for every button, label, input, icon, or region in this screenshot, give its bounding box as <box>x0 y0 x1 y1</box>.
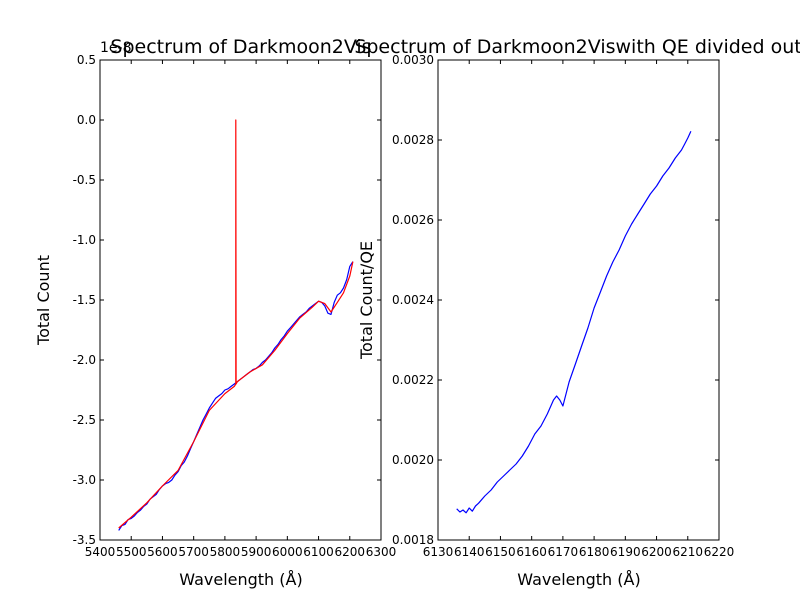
left-x-tick-label: 5500 <box>116 545 147 559</box>
right-x-tick-label: 6200 <box>641 545 672 559</box>
left-series <box>118 119 354 531</box>
left-plot-frame <box>99 59 382 541</box>
right-y-tick-label: 0.0030 <box>392 53 434 67</box>
left-x-tick-label: 5800 <box>210 545 241 559</box>
right-ticks: 6130 6140 6150 6160 6170 6180 6190 6200 6210 6220… <box>392 53 734 559</box>
left-ticks: 5400 5500 5600 5700 5800 5900 6000 6100 6200 6300… <box>73 53 397 559</box>
right-x-tick-label: 6190 <box>610 545 641 559</box>
right-y-tick-label: 0.0018 <box>392 533 434 547</box>
left-y-tick-label: -3.5 <box>73 533 96 547</box>
right-x-axis-label: Wavelength (Å) <box>517 570 640 589</box>
left-y-tick-label: -3.0 <box>73 473 96 487</box>
left-x-axis-label: Wavelength (Å) <box>179 570 302 589</box>
left-y-tick-label: 0.5 <box>77 53 96 67</box>
right-y-tick-label: 0.0020 <box>392 453 434 467</box>
left-x-tick-label: 6300 <box>366 545 397 559</box>
left-x-tick-label: 6100 <box>303 545 334 559</box>
left-chart: Spectrum of Darkmoon2Vis 1e-8 Wavelength… <box>34 36 396 589</box>
left-y-offset-label: 1e-8 <box>100 40 131 56</box>
right-y-tick-label: 0.0024 <box>392 293 434 307</box>
right-y-tick-label: 0.0026 <box>392 213 434 227</box>
right-x-tick-label: 6210 <box>673 545 704 559</box>
right-x-tick-label: 6160 <box>516 545 547 559</box>
left-x-tick-label: 5700 <box>178 545 209 559</box>
right-x-tick-label: 6130 <box>423 545 454 559</box>
right-x-tick-label: 6170 <box>548 545 579 559</box>
left-y-tick-label: -1.0 <box>73 233 96 247</box>
left-x-tick-label: 5400 <box>85 545 116 559</box>
right-plot-frame <box>437 59 720 541</box>
right-x-tick-label: 6150 <box>485 545 516 559</box>
left-x-tick-label: 5900 <box>241 545 272 559</box>
right-series <box>456 130 692 514</box>
right-y-tick-label: 0.0028 <box>392 133 434 147</box>
left-y-tick-label: -1.5 <box>73 293 96 307</box>
right-x-tick-label: 6140 <box>454 545 485 559</box>
left-chart-title: Spectrum of Darkmoon2Vis <box>110 36 371 58</box>
right-y-tick-label: 0.0022 <box>392 373 434 387</box>
left-y-tick-label: -0.5 <box>73 173 96 187</box>
right-x-tick-label: 6180 <box>579 545 610 559</box>
right-chart: Spectrum of Darkmoon2Viswith QE divided … <box>354 36 800 589</box>
left-y-tick-label: -2.0 <box>73 353 96 367</box>
right-y-axis-label: Total Count/QE <box>357 241 376 360</box>
left-series-line-1 <box>118 119 354 529</box>
left-x-tick-label: 5600 <box>147 545 178 559</box>
left-y-tick-label: -2.5 <box>73 413 96 427</box>
left-y-tick-label: 0.0 <box>77 113 96 127</box>
right-chart-title: Spectrum of Darkmoon2Viswith QE divided … <box>354 36 800 58</box>
left-x-tick-label: 6000 <box>272 545 303 559</box>
right-series-line-0 <box>456 130 692 514</box>
right-x-tick-label: 6220 <box>704 545 735 559</box>
left-y-axis-label: Total Count <box>34 255 53 346</box>
left-x-tick-label: 6200 <box>335 545 366 559</box>
